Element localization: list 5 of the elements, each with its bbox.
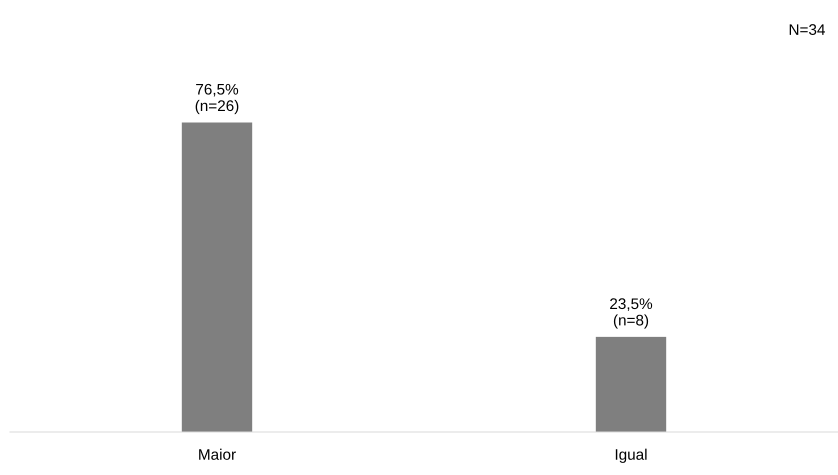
- x-tick-label: Igual: [616, 448, 647, 463]
- data-label: 23,5% (n=8): [610, 298, 652, 329]
- x-tick-label: Maior: [199, 448, 236, 460]
- data-label: 76,5% (n=26): [196, 84, 238, 114]
- text: N=34: [790, 24, 825, 35]
